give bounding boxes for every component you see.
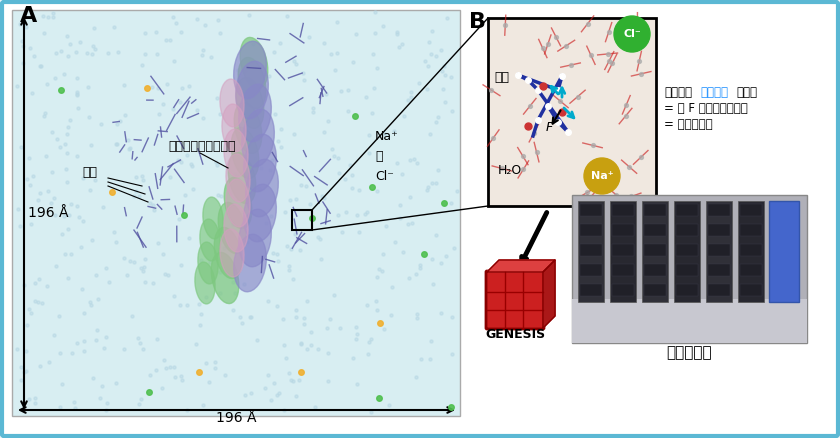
Ellipse shape bbox=[222, 104, 246, 152]
Bar bbox=[578, 201, 604, 301]
Bar bbox=[644, 244, 666, 255]
Bar bbox=[292, 210, 312, 230]
Ellipse shape bbox=[240, 37, 268, 88]
Bar bbox=[740, 204, 762, 215]
Bar bbox=[572, 299, 807, 343]
Bar bbox=[612, 223, 634, 236]
Ellipse shape bbox=[200, 219, 220, 261]
Ellipse shape bbox=[214, 227, 242, 279]
Ellipse shape bbox=[224, 204, 248, 252]
Bar bbox=[740, 223, 762, 236]
Ellipse shape bbox=[211, 252, 239, 304]
Ellipse shape bbox=[244, 134, 276, 192]
Text: 196 Å: 196 Å bbox=[216, 411, 256, 425]
Ellipse shape bbox=[234, 234, 266, 292]
Ellipse shape bbox=[236, 78, 264, 129]
Bar bbox=[772, 264, 794, 276]
Bar bbox=[612, 244, 634, 255]
Bar bbox=[674, 201, 700, 301]
Ellipse shape bbox=[242, 109, 275, 167]
Ellipse shape bbox=[224, 177, 252, 229]
Ellipse shape bbox=[234, 41, 266, 99]
Bar bbox=[772, 223, 794, 236]
Bar bbox=[12, 10, 460, 416]
Text: 糖鎖: 糖鎖 bbox=[494, 71, 509, 84]
Ellipse shape bbox=[203, 197, 223, 239]
Text: Cl⁻: Cl⁻ bbox=[375, 170, 394, 183]
Ellipse shape bbox=[239, 57, 265, 109]
Ellipse shape bbox=[228, 152, 256, 204]
Bar bbox=[769, 201, 799, 301]
Text: H₂O: H₂O bbox=[498, 164, 522, 177]
Ellipse shape bbox=[236, 61, 268, 119]
Bar bbox=[708, 244, 730, 255]
Bar bbox=[740, 283, 762, 296]
Bar bbox=[572, 195, 807, 343]
Text: 富岳で計算: 富岳で計算 bbox=[667, 346, 712, 360]
Bar bbox=[676, 264, 698, 276]
Text: F: F bbox=[546, 121, 554, 134]
Ellipse shape bbox=[226, 179, 250, 227]
Bar bbox=[740, 244, 762, 255]
Text: 原子間に: 原子間に bbox=[664, 86, 692, 99]
Circle shape bbox=[584, 158, 620, 194]
Bar bbox=[772, 204, 794, 215]
Bar bbox=[644, 264, 666, 276]
Bar bbox=[580, 223, 602, 236]
Bar bbox=[738, 201, 764, 301]
Ellipse shape bbox=[224, 129, 248, 177]
Ellipse shape bbox=[220, 229, 244, 277]
Bar bbox=[612, 204, 634, 215]
Bar bbox=[488, 18, 656, 206]
Text: = 力 F が原子にかかる: = 力 F が原子にかかる bbox=[664, 102, 748, 115]
Bar bbox=[580, 204, 602, 215]
Ellipse shape bbox=[239, 84, 271, 142]
Ellipse shape bbox=[198, 242, 218, 284]
Bar bbox=[708, 204, 730, 215]
Bar bbox=[610, 201, 636, 301]
Text: = 原子が動く: = 原子が動く bbox=[664, 118, 712, 131]
Ellipse shape bbox=[245, 159, 278, 217]
FancyBboxPatch shape bbox=[486, 271, 544, 329]
Text: B: B bbox=[469, 12, 486, 32]
Ellipse shape bbox=[231, 127, 259, 179]
Bar bbox=[644, 283, 666, 296]
Bar bbox=[676, 204, 698, 215]
Bar bbox=[772, 283, 794, 296]
Text: A: A bbox=[20, 6, 37, 26]
Bar bbox=[676, 244, 698, 255]
Bar bbox=[708, 264, 730, 276]
Bar bbox=[644, 204, 666, 215]
Polygon shape bbox=[543, 260, 555, 328]
Circle shape bbox=[614, 16, 650, 52]
Bar bbox=[644, 223, 666, 236]
Text: Na⁺: Na⁺ bbox=[591, 171, 613, 181]
Bar bbox=[612, 283, 634, 296]
Ellipse shape bbox=[234, 102, 262, 154]
Text: が働く: が働く bbox=[736, 86, 757, 99]
Bar bbox=[612, 264, 634, 276]
Bar bbox=[708, 283, 730, 296]
Text: 水: 水 bbox=[375, 150, 382, 163]
Bar bbox=[676, 283, 698, 296]
Bar bbox=[708, 223, 730, 236]
Text: 相互作用: 相互作用 bbox=[700, 86, 728, 99]
Bar bbox=[580, 244, 602, 255]
Ellipse shape bbox=[195, 262, 215, 304]
Text: 196 Å: 196 Å bbox=[28, 206, 69, 220]
Ellipse shape bbox=[218, 202, 246, 254]
Text: GENESIS: GENESIS bbox=[485, 328, 545, 341]
Bar bbox=[740, 264, 762, 276]
Bar bbox=[772, 244, 794, 255]
Ellipse shape bbox=[244, 184, 276, 242]
Bar bbox=[676, 223, 698, 236]
Ellipse shape bbox=[239, 209, 271, 267]
Bar bbox=[580, 264, 602, 276]
Text: Cl⁻: Cl⁻ bbox=[623, 29, 641, 39]
Bar bbox=[642, 201, 668, 301]
Bar bbox=[580, 283, 602, 296]
Text: Na⁺: Na⁺ bbox=[375, 130, 399, 143]
Text: 糖鎖: 糖鎖 bbox=[82, 166, 97, 179]
Text: スパイクタンパク質: スパイクタンパク質 bbox=[168, 140, 235, 153]
